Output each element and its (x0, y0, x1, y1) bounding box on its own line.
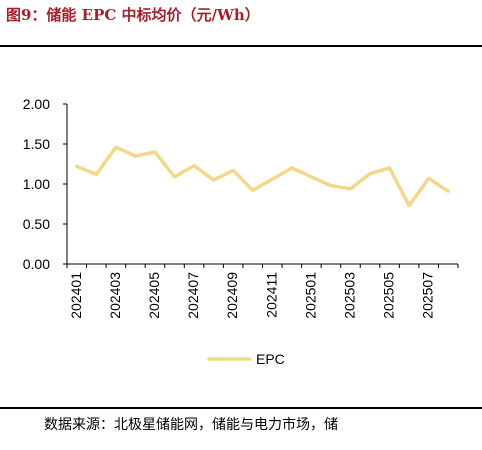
y-tick-label: 1.00 (23, 176, 50, 192)
x-tick-labels: 202401 202403 202405 202407 202409 202411 2025… (68, 272, 436, 319)
x-tick-label: 202505 (381, 272, 397, 319)
figure-title: 图9：储能 EPC 中标均价（元/Wh） (6, 6, 260, 24)
series-layer (75, 145, 450, 208)
data-source-note: 数据来源：北极星储能网，储能与电力市场，储 (44, 417, 338, 433)
x-tick-label: 202501 (302, 272, 318, 319)
x-tick-label: 202401 (68, 272, 84, 319)
top-rule (0, 45, 482, 47)
legend: EPC (207, 351, 285, 367)
x-tick-label: 202503 (341, 272, 357, 319)
y-tick-labels: 0.00 0.50 1.00 1.50 2.00 (23, 96, 50, 272)
y-tick-label: 0.50 (23, 216, 50, 232)
bottom-rule (0, 407, 482, 409)
x-tick-label: 202411 (263, 272, 279, 318)
y-tick-label: 0.00 (23, 256, 50, 272)
chart-axes (63, 103, 459, 268)
x-tick-label: 202507 (420, 272, 436, 319)
legend-label: EPC (256, 351, 285, 367)
x-tick-label: 202409 (224, 272, 240, 319)
epc-price-chart: 0.000.501.001.502.00 202401 202403 202405 2… (23, 96, 459, 367)
x-tick-label: 202403 (107, 272, 123, 319)
y-tick-label: 1.50 (23, 136, 50, 152)
x-tick-label: 202405 (146, 272, 162, 319)
y-tick-label: 2.00 (23, 96, 50, 112)
x-tick-label: 202407 (185, 272, 201, 319)
series-line-epc (75, 145, 450, 208)
